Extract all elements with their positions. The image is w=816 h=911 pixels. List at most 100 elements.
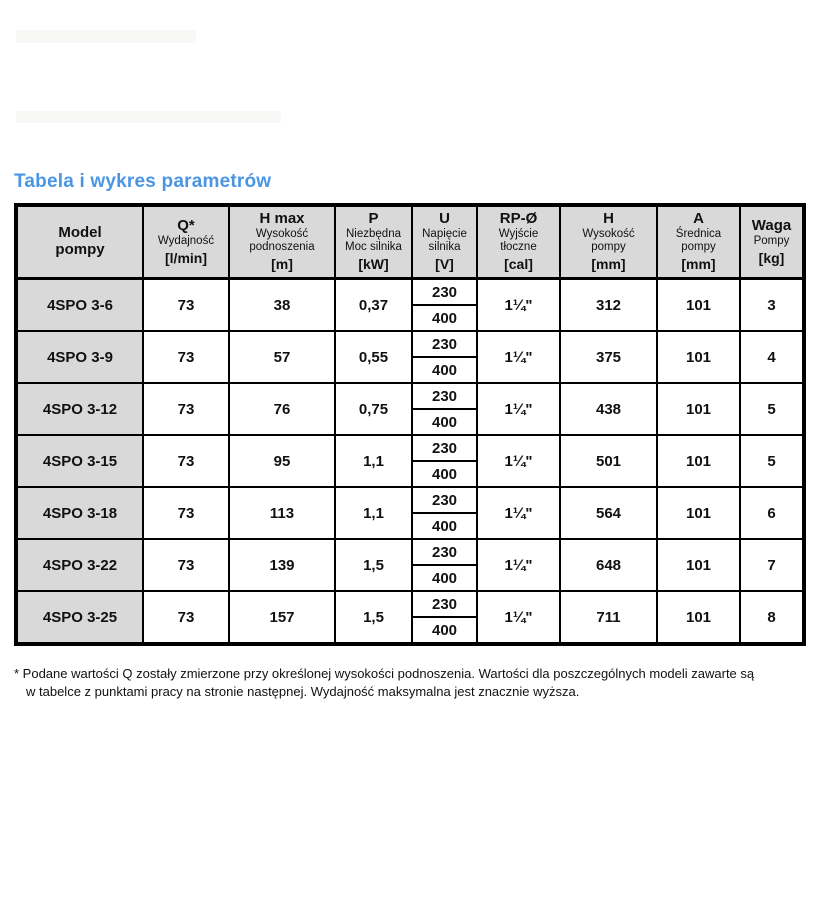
weight-cell: 6	[739, 486, 805, 540]
hmax-cell: 157	[228, 590, 336, 645]
hmax-cell: 38	[228, 277, 336, 332]
diameter-cell: 101	[656, 590, 741, 645]
q-cell: 73	[142, 382, 230, 436]
footnote: * Podane wartości Q zostały zmierzone pr…	[14, 665, 802, 701]
footnote-line-1: * Podane wartości Q zostały zmierzone pr…	[14, 666, 755, 681]
diameter-cell: 101	[656, 486, 741, 540]
model-cell: 4SPO 3-15	[15, 434, 144, 488]
header-main-label: Waga	[751, 216, 792, 234]
height-cell: 375	[559, 330, 658, 384]
col-header-a: A Średnica pompy [mm]	[656, 204, 741, 280]
height-cell: 438	[559, 382, 658, 436]
footnote-line-2: w tabelce z punktami pracy na stronie na…	[26, 684, 580, 699]
q-cell: 73	[142, 330, 230, 384]
header-main-label: U	[439, 210, 450, 227]
q-cell: 73	[142, 590, 230, 645]
header-main-label: Model pompy	[55, 224, 105, 258]
table-row: 4SPO 3-15 73 95 1,1 230 1¼" 501 101 5	[15, 434, 805, 488]
q-cell: 73	[142, 538, 230, 592]
voltage-230-cell: 230	[411, 538, 478, 566]
col-header-hmax: H max Wysokość podnoszenia [m]	[228, 204, 336, 280]
pump-parameters-table: Model pompy Q* Wydajność [l/min] H max Wysoko…	[14, 203, 806, 646]
col-header-h: H Wysokość pompy [mm]	[559, 204, 658, 280]
power-cell: 1,5	[334, 590, 413, 645]
header-unit-label: [mm]	[591, 256, 626, 272]
voltage-230-cell: 230	[411, 330, 478, 358]
voltage-230-cell: 230	[411, 486, 478, 514]
model-cell: 4SPO 3-18	[15, 486, 144, 540]
table-subrow: 400	[16, 512, 804, 540]
power-cell: 0,75	[334, 382, 413, 436]
header-sub-label: Wyjście tłoczne	[498, 228, 539, 253]
q-cell: 73	[142, 277, 230, 332]
voltage-230-cell: 230	[411, 277, 478, 306]
height-cell: 501	[559, 434, 658, 488]
col-header-rp: RP-Ø Wyjście tłoczne [cal]	[476, 204, 561, 280]
diameter-cell: 101	[656, 277, 741, 332]
table-subrow: 400	[16, 564, 804, 592]
voltage-230-cell: 230	[411, 382, 478, 410]
voltage-400-cell: 400	[411, 512, 478, 540]
diameter-cell: 101	[656, 538, 741, 592]
table-subrow: 400	[16, 408, 804, 436]
model-cell: 4SPO 3-12	[15, 382, 144, 436]
q-cell: 73	[142, 486, 230, 540]
header-main-label: RP-Ø	[499, 210, 538, 227]
voltage-230-cell: 230	[411, 590, 478, 618]
weight-cell: 7	[739, 538, 805, 592]
hmax-cell: 76	[228, 382, 336, 436]
table-subrow: 400	[16, 616, 804, 645]
height-cell: 564	[559, 486, 658, 540]
header-unit-label: [l/min]	[165, 249, 207, 266]
table-subrow: 400	[16, 356, 804, 384]
table-row: 4SPO 3-6 73 38 0,37 230 1¼" 312 101 3	[15, 277, 805, 332]
height-cell: 312	[559, 277, 658, 332]
weight-cell: 3	[739, 277, 805, 332]
power-cell: 1,5	[334, 538, 413, 592]
diameter-cell: 101	[656, 434, 741, 488]
power-cell: 0,55	[334, 330, 413, 384]
header-main-label: H	[603, 210, 614, 227]
header-sub-label: Pompy	[753, 234, 790, 247]
header-main-label: H max	[259, 210, 305, 227]
header-sub-label: Wysokość podnoszenia	[249, 228, 315, 253]
model-cell: 4SPO 3-25	[15, 590, 144, 645]
table-row: 4SPO 3-12 73 76 0,75 230 1¼" 438 101 5	[15, 382, 805, 436]
header-unit-label: [kW]	[358, 256, 389, 272]
voltage-230-cell: 230	[411, 434, 478, 462]
model-cell: 4SPO 3-9	[15, 330, 144, 384]
col-header-p: P Niezbędna Moc silnika [kW]	[334, 204, 413, 280]
hmax-cell: 57	[228, 330, 336, 384]
hmax-cell: 139	[228, 538, 336, 592]
outlet-cell: 1¼"	[476, 277, 561, 332]
table-row: 4SPO 3-22 73 139 1,5 230 1¼" 648 101 7	[15, 538, 805, 592]
model-cell: 4SPO 3-22	[15, 538, 144, 592]
hmax-cell: 113	[228, 486, 336, 540]
col-header-q: Q* Wydajność [l/min]	[142, 204, 230, 280]
header-sub-label: Wysokość pompy	[582, 228, 635, 253]
header-unit-label: [mm]	[681, 256, 716, 272]
header-sub-label: Napięcie silnika	[422, 228, 467, 253]
voltage-400-cell: 400	[411, 356, 478, 384]
col-header-model: Model pompy	[15, 204, 144, 280]
model-cell: 4SPO 3-6	[15, 277, 144, 332]
diameter-cell: 101	[656, 330, 741, 384]
faint-artifact-mid	[16, 111, 281, 123]
header-row: Model pompy Q* Wydajność [l/min] H max Wysoko…	[15, 204, 805, 280]
header-main-label: Q*	[177, 216, 195, 234]
power-cell: 1,1	[334, 486, 413, 540]
weight-cell: 5	[739, 434, 805, 488]
q-cell: 73	[142, 434, 230, 488]
voltage-400-cell: 400	[411, 460, 478, 488]
header-main-label: A	[693, 210, 704, 227]
weight-cell: 8	[739, 590, 805, 645]
height-cell: 648	[559, 538, 658, 592]
header-unit-label: [V]	[435, 256, 454, 272]
voltage-400-cell: 400	[411, 408, 478, 436]
faint-artifact-top	[16, 30, 196, 43]
outlet-cell: 1¼"	[476, 538, 561, 592]
col-header-u: U Napięcie silnika [V]	[411, 204, 478, 280]
table-row: 4SPO 3-18 73 113 1,1 230 1¼" 564 101 6	[15, 486, 805, 540]
voltage-400-cell: 400	[411, 304, 478, 332]
table-row: 4SPO 3-9 73 57 0,55 230 1¼" 375 101 4	[15, 330, 805, 384]
